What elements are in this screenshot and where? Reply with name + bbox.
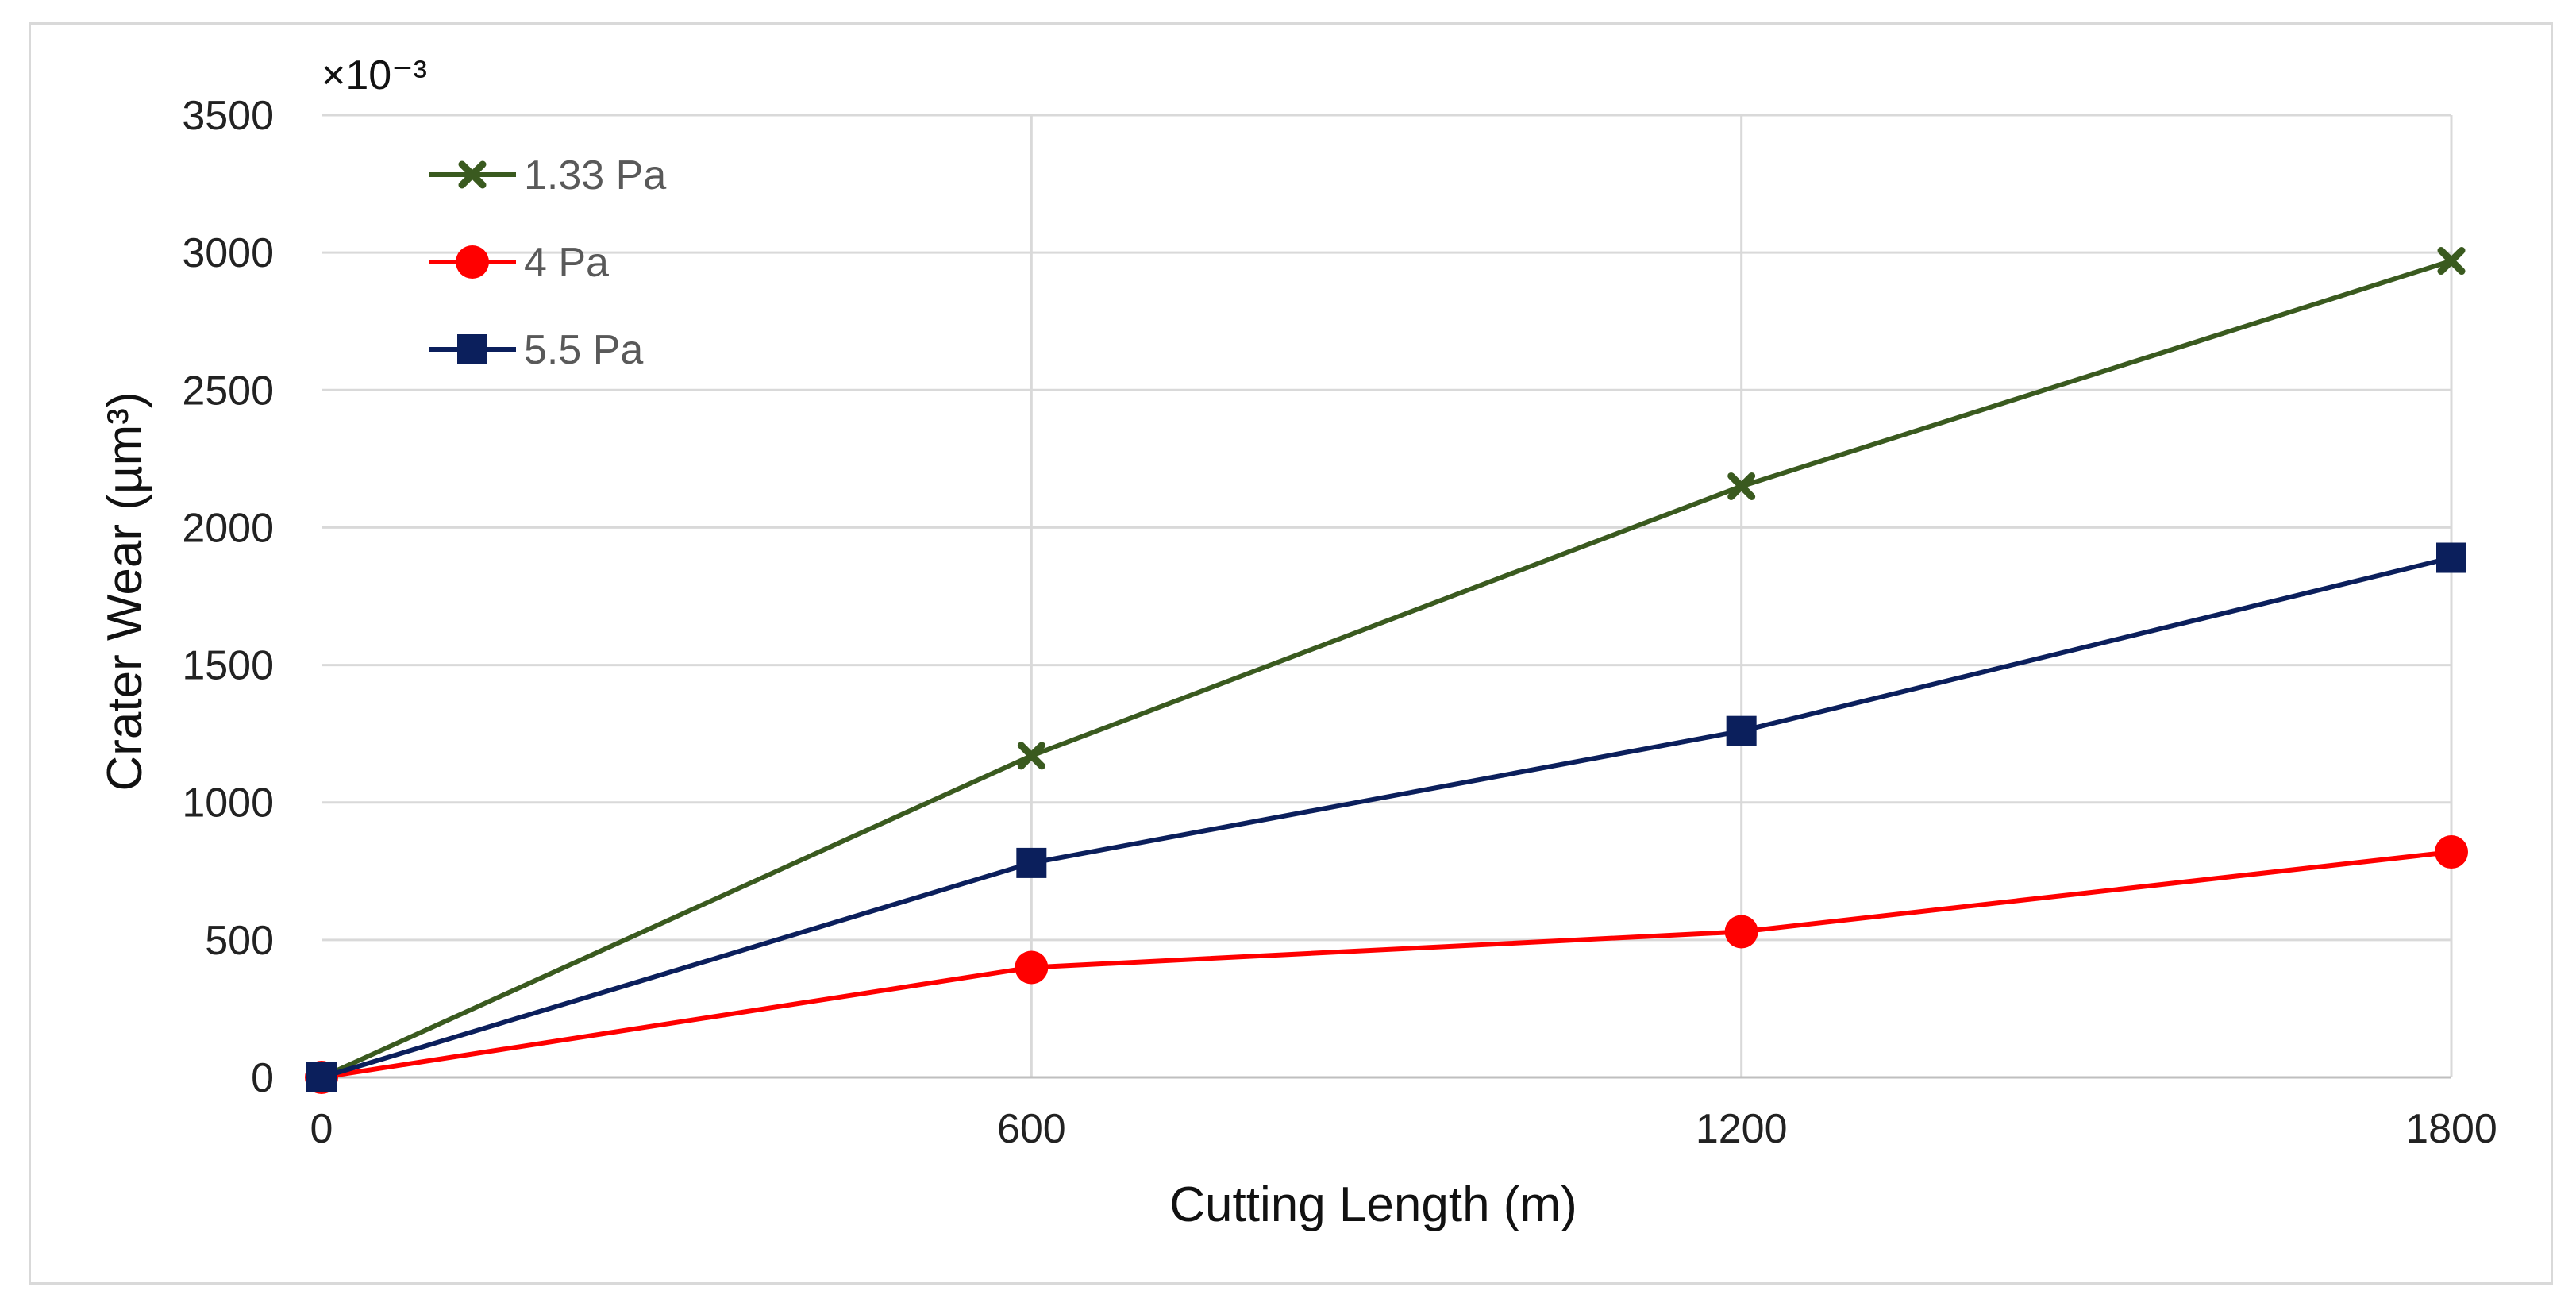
y-tick-label: 3000: [182, 230, 274, 276]
legend-entry: 4 Pa: [429, 240, 609, 286]
series-4-pa: [305, 835, 2468, 1094]
y-tick-label: 3500: [182, 93, 274, 139]
grid-lines: [322, 114, 2453, 1077]
series-line: [320, 258, 2452, 1080]
data-point: [2435, 835, 2468, 869]
legend-marker: [458, 160, 487, 189]
y-tick-label: 2000: [182, 505, 274, 551]
series-layer: [305, 247, 2468, 1094]
y-tick-label: 500: [205, 918, 274, 964]
y-axis-title: Crater Wear (µm³): [98, 391, 152, 791]
x-tick-label: 0: [310, 1106, 333, 1152]
chart-frame: [29, 22, 2553, 1285]
legend-entry: 5.5 Pa: [429, 327, 643, 373]
data-point: [2436, 542, 2466, 573]
y-tick-label: 1500: [182, 643, 274, 689]
legend-marker: [456, 245, 489, 279]
y-tick-label: 0: [251, 1055, 274, 1101]
legend-label: 4 Pa: [524, 240, 609, 286]
data-point: [1015, 950, 1049, 985]
y-tick-label: 1000: [182, 780, 274, 827]
data-point: [1726, 715, 1757, 746]
x-tick-label: 600: [997, 1106, 1066, 1152]
series-5-5-pa: [306, 542, 2466, 1092]
series-1-33-pa: [307, 247, 2466, 1092]
series-line: [321, 555, 2452, 1080]
data-point: [1724, 915, 1758, 949]
x-tick-label: 1200: [1696, 1106, 1788, 1152]
y-tick-label: 2500: [182, 368, 274, 414]
legend-marker: [457, 334, 487, 364]
x-axis-title: Cutting Length (m): [1169, 1177, 1577, 1232]
data-point: [1017, 742, 1045, 770]
data-point: [1727, 472, 1756, 500]
data-point: [1016, 847, 1047, 878]
x-tick-label: 1800: [2405, 1106, 2497, 1152]
y-axis-multiplier: ×10⁻³: [322, 52, 427, 98]
legend-label: 1.33 Pa: [524, 152, 666, 198]
data-point: [306, 1062, 337, 1092]
axes: 0 500 1000 1500 2000 2500 3000 3500 0 600 1200 1800: [182, 93, 2497, 1152]
legend: 1.33 Pa 4 Pa 5.5 Pa: [429, 152, 666, 373]
data-point: [2437, 247, 2466, 276]
series-line: [321, 850, 2452, 1080]
legend-entry: 1.33 Pa: [429, 152, 666, 198]
legend-label: 5.5 Pa: [524, 327, 643, 373]
